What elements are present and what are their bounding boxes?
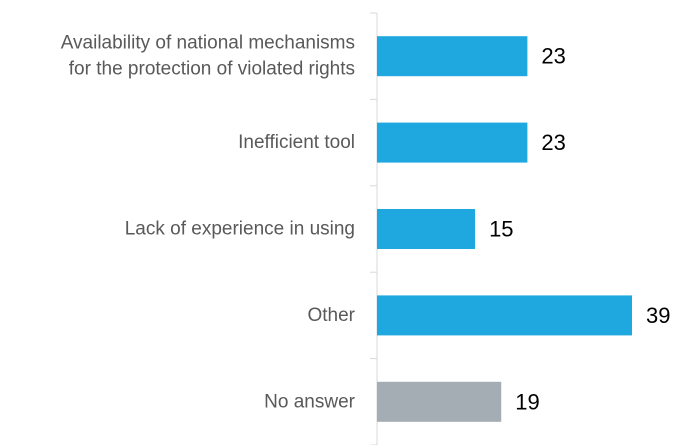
labels: Availability of national mechanisms for t…: [61, 33, 671, 415]
data-label: 19: [515, 389, 539, 414]
bars: [377, 36, 632, 422]
category-label: Inefficient tool: [238, 132, 355, 153]
category-axis: [370, 12, 378, 445]
category-label: for the protection of violated rights: [69, 59, 355, 80]
bar: [377, 381, 502, 422]
category-label: Availability of national mechanisms: [61, 33, 355, 54]
category-label: No answer: [264, 391, 355, 412]
bar: [377, 295, 632, 336]
data-label: 23: [541, 44, 565, 69]
category-label: Other: [307, 305, 355, 326]
data-label: 23: [541, 130, 565, 155]
bar: [377, 209, 476, 249]
data-label: 39: [646, 303, 670, 328]
bar: [377, 122, 528, 163]
data-label: 15: [489, 217, 513, 242]
category-label: Lack of experience in using: [125, 219, 355, 240]
bar: [377, 36, 528, 77]
